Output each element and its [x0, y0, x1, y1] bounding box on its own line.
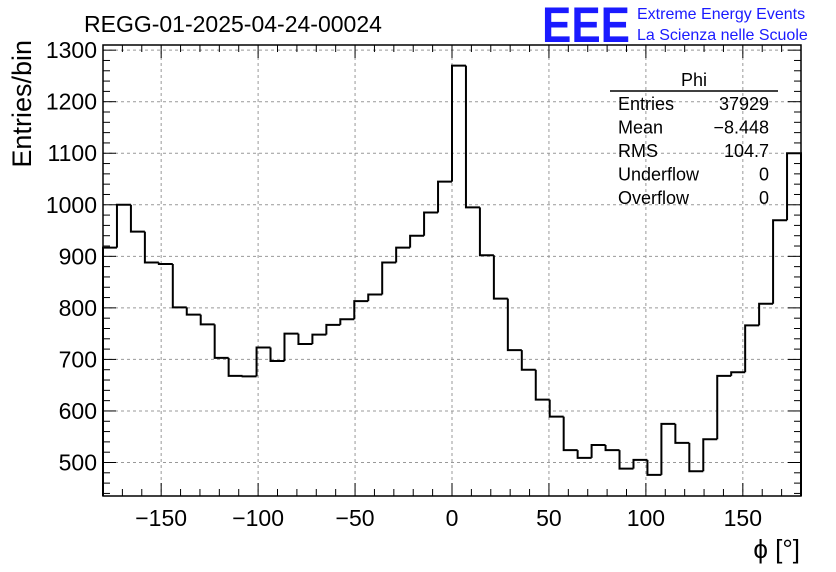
- stats-box: Phi Entries 37929 Mean −8.448 RMS 104.7 Underf…: [610, 70, 778, 208]
- histogram-bin: [604, 444, 620, 452]
- histogram-bin: [213, 324, 229, 359]
- histogram-bin: [548, 399, 564, 418]
- x-tick-label: −100: [232, 505, 284, 531]
- y-tick-label: 700: [59, 346, 97, 372]
- histogram-bin: [199, 314, 215, 326]
- histogram-bin: [506, 298, 522, 352]
- histogram-bin: [325, 323, 341, 335]
- histogram-bin: [423, 211, 439, 236]
- histogram-bin: [632, 458, 648, 469]
- y-tick-label: 1100: [48, 140, 97, 166]
- histogram-bin: [451, 64, 466, 182]
- histogram-bin: [744, 324, 760, 373]
- histogram-bin: [674, 423, 690, 444]
- logo-line-1: Extreme Energy Events: [637, 6, 805, 23]
- histogram-bin: [562, 416, 578, 452]
- stats-label: RMS: [618, 141, 658, 161]
- histogram-bin: [143, 231, 159, 264]
- histogram-bin: [464, 65, 480, 209]
- y-axis-label: Entries/bin: [7, 40, 37, 168]
- stats-value: −8.448: [713, 118, 769, 138]
- histogram-bin: [283, 332, 299, 361]
- histogram-bin: [311, 333, 327, 344]
- histogram-bin: [269, 347, 285, 362]
- histogram-bin: [409, 234, 425, 248]
- stats-label: Underflow: [618, 165, 700, 185]
- histogram-bin: [478, 207, 494, 257]
- y-tick-label: 800: [59, 295, 97, 321]
- histogram-bin: [688, 442, 704, 473]
- stats-label: Mean: [618, 118, 663, 138]
- y-tick-label: 1300: [46, 37, 97, 63]
- histogram-bin: [171, 264, 187, 309]
- histogram-bin: [367, 293, 383, 302]
- histogram-bin: [590, 443, 606, 458]
- histogram-bin: [102, 246, 117, 496]
- histogram-bin: [185, 307, 201, 316]
- y-tick-label: 600: [59, 398, 97, 424]
- histogram-bin: [646, 459, 662, 476]
- stats-title: Phi: [681, 70, 707, 90]
- histogram-bin: [534, 369, 550, 401]
- chart-title: REGG-01-2025-04-24-00024: [84, 11, 382, 37]
- histogram-bin: [730, 371, 746, 376]
- histogram-bin: [255, 346, 271, 377]
- histogram-bin: [241, 375, 257, 378]
- x-axis-label: ϕ [°]: [753, 534, 800, 564]
- histogram-bin: [492, 255, 508, 300]
- x-tick-label: −150: [135, 505, 187, 531]
- histogram-bin: [576, 450, 592, 459]
- stats-value: 104.7: [724, 141, 769, 161]
- logo-line-2: La Scienza nelle Scuole: [637, 27, 808, 44]
- stats-value: 0: [759, 165, 769, 185]
- y-tick-label: 900: [59, 243, 97, 269]
- stats-value: 37929: [719, 94, 769, 114]
- histogram-bin: [129, 204, 145, 233]
- y-tick-label: 500: [59, 449, 97, 475]
- histogram-bin: [353, 300, 369, 320]
- histogram-bin: [227, 357, 243, 377]
- histogram-bin: [381, 261, 397, 295]
- stats-label: Overflow: [618, 188, 690, 208]
- x-tick-label: −50: [336, 505, 375, 531]
- histogram-bin: [716, 374, 732, 440]
- y-tick-label: 1200: [46, 89, 97, 115]
- x-tick-label: 0: [446, 505, 459, 531]
- x-tick-label: 150: [724, 505, 762, 531]
- histogram-bin: [395, 246, 411, 263]
- stats-value: 0: [759, 188, 769, 208]
- histogram-bin: [618, 450, 634, 470]
- tick-labels: −150 −100 −50 0 50 100 150 500 600 700 800 900 1000 1…: [46, 37, 762, 531]
- histogram-bin: [758, 302, 774, 326]
- histogram-bin: [157, 262, 173, 266]
- y-tick-label: 1000: [46, 192, 97, 218]
- eee-logo: EEE: [542, 0, 630, 53]
- axis-ticks: [102, 45, 802, 496]
- histogram-bin: [520, 350, 536, 371]
- histogram-bin: [115, 203, 131, 248]
- histogram-bin: [339, 318, 355, 325]
- x-tick-label: 100: [627, 505, 665, 531]
- x-tick-label: 50: [536, 505, 562, 531]
- histogram-bin: [702, 438, 718, 472]
- histogram-bin: [437, 180, 452, 213]
- histogram-bin: [772, 219, 788, 304]
- histogram-bin: [297, 333, 313, 345]
- stats-label: Entries: [618, 94, 674, 114]
- histogram-bin: [660, 422, 676, 475]
